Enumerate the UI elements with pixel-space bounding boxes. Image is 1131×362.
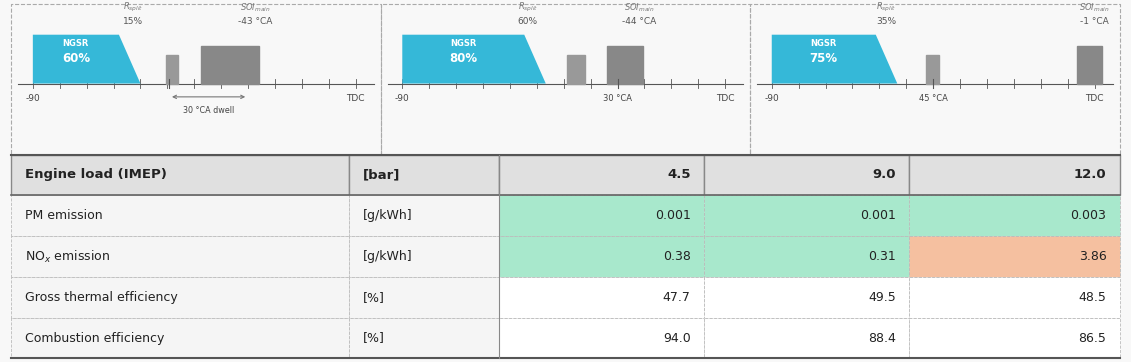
Polygon shape [1077, 46, 1102, 84]
Text: -44 °CA: -44 °CA [622, 17, 656, 26]
Text: [%]: [%] [363, 332, 385, 345]
Text: 0.31: 0.31 [869, 250, 896, 263]
Text: -90: -90 [26, 94, 41, 103]
Text: -1 °CA: -1 °CA [1080, 17, 1110, 26]
Text: 47.7: 47.7 [663, 291, 691, 304]
Text: 30 °CA: 30 °CA [603, 94, 632, 103]
Text: $SOI_{main}$: $SOI_{main}$ [240, 2, 270, 14]
Text: [%]: [%] [363, 291, 385, 304]
Text: [g/kWh]: [g/kWh] [363, 209, 413, 222]
Polygon shape [926, 55, 939, 84]
Text: [g/kWh]: [g/kWh] [363, 250, 413, 263]
Text: [bar]: [bar] [363, 168, 400, 181]
Text: -90: -90 [765, 94, 779, 103]
Text: 60%: 60% [518, 17, 538, 26]
Text: Engine load (IMEP): Engine load (IMEP) [25, 168, 166, 181]
Text: 15%: 15% [123, 17, 144, 26]
Text: -43 °CA: -43 °CA [238, 17, 273, 26]
Text: NGSR: NGSR [62, 39, 89, 48]
Text: 3.86: 3.86 [1079, 250, 1106, 263]
Text: NO$_x$ emission: NO$_x$ emission [25, 248, 110, 265]
Text: 0.003: 0.003 [1071, 209, 1106, 222]
Polygon shape [201, 46, 259, 84]
Text: 45 °CA: 45 °CA [918, 94, 948, 103]
Text: NGSR: NGSR [450, 39, 476, 48]
Text: Gross thermal efficiency: Gross thermal efficiency [25, 291, 178, 304]
Text: 94.0: 94.0 [663, 332, 691, 345]
Text: 35%: 35% [877, 17, 897, 26]
Text: PM emission: PM emission [25, 209, 102, 222]
Text: 48.5: 48.5 [1079, 291, 1106, 304]
Polygon shape [606, 46, 642, 84]
Text: 88.4: 88.4 [867, 332, 896, 345]
Text: 9.0: 9.0 [872, 168, 896, 181]
Text: 49.5: 49.5 [869, 291, 896, 304]
Polygon shape [568, 55, 585, 84]
Text: 30 °CA dwell: 30 °CA dwell [183, 106, 234, 115]
Text: TDC: TDC [346, 94, 365, 103]
Text: TDC: TDC [1086, 94, 1104, 103]
Text: 75%: 75% [810, 52, 838, 65]
Text: 0.001: 0.001 [655, 209, 691, 222]
Text: $R_{split}$: $R_{split}$ [877, 1, 897, 14]
Text: 12.0: 12.0 [1073, 168, 1106, 181]
Text: NGSR: NGSR [811, 39, 837, 48]
Text: 0.001: 0.001 [860, 209, 896, 222]
Text: $R_{split}$: $R_{split}$ [518, 1, 538, 14]
Text: TDC: TDC [716, 94, 734, 103]
Text: $R_{split}$: $R_{split}$ [123, 1, 144, 14]
Polygon shape [403, 35, 546, 84]
Text: 60%: 60% [62, 52, 90, 65]
Text: $SOI_{main}$: $SOI_{main}$ [623, 2, 655, 14]
Text: 80%: 80% [449, 52, 477, 65]
Text: $SOI_{main}$: $SOI_{main}$ [1079, 2, 1110, 14]
Text: 0.38: 0.38 [663, 250, 691, 263]
Text: 4.5: 4.5 [667, 168, 691, 181]
Polygon shape [771, 35, 897, 84]
Text: -90: -90 [395, 94, 409, 103]
Text: Combustion efficiency: Combustion efficiency [25, 332, 164, 345]
Text: 86.5: 86.5 [1079, 332, 1106, 345]
Polygon shape [165, 55, 178, 84]
Polygon shape [33, 35, 140, 84]
